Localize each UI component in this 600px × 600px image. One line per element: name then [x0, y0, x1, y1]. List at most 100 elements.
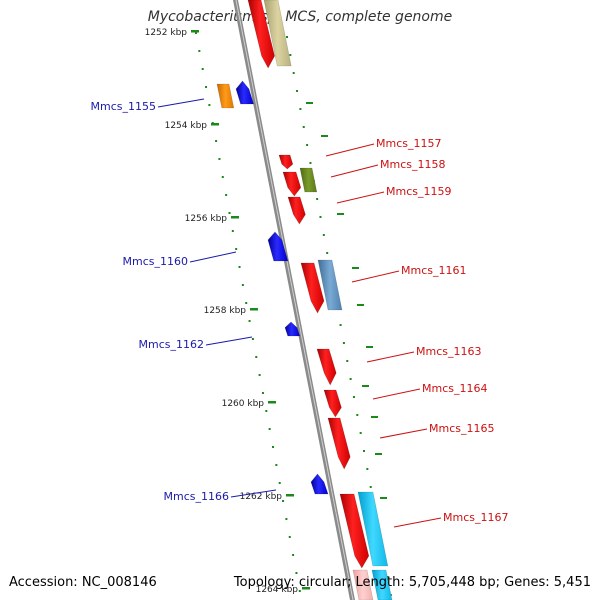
guide-dot-right	[309, 162, 312, 164]
scale-tick	[250, 308, 258, 311]
gene-leader-line	[157, 98, 205, 108]
guide-dot-left	[195, 32, 197, 34]
guide-dot-left	[231, 230, 234, 232]
gene-block-orange	[216, 83, 235, 109]
gene-label[interactable]: Mmcs_1163	[416, 345, 481, 358]
guide-dot-right	[299, 108, 302, 110]
guide-dot-right	[339, 324, 342, 326]
guide-dot-left	[285, 518, 288, 520]
scale-tick	[191, 30, 199, 33]
backbone-highlight	[235, 0, 354, 600]
guide-dot-right	[342, 342, 345, 344]
guide-dot-right	[316, 198, 319, 200]
guide-dot-left	[201, 68, 204, 70]
guide-dash-right	[380, 497, 387, 499]
guide-dot-right	[356, 414, 359, 416]
gene-leader-line	[230, 489, 277, 498]
gene-block-cyan	[371, 569, 393, 600]
gene-label[interactable]: Mmcs_1164	[422, 382, 487, 395]
guide-dot-right	[286, 36, 288, 38]
scale-tick-label: 1264 kbp	[256, 585, 299, 595]
guide-dot-left	[198, 50, 201, 52]
guide-dot-right	[366, 468, 369, 470]
guide-dash-right	[337, 213, 344, 215]
scale-tick	[286, 494, 294, 497]
guide-dot-left	[298, 590, 301, 592]
guide-dot-left	[292, 554, 295, 556]
guide-dot-right	[369, 486, 372, 488]
gene-label[interactable]: Mmcs_1155	[91, 100, 156, 113]
gene-arrow-red	[300, 262, 325, 314]
guide-dot-right	[322, 234, 325, 236]
guide-dot-right	[352, 396, 355, 398]
gene-leader-line	[330, 164, 379, 178]
accession-text: Accession: NC_008146	[9, 575, 157, 590]
guide-dash-right	[306, 102, 313, 104]
gene-label[interactable]: Mmcs_1159	[386, 185, 451, 198]
gene-leader-line	[372, 388, 421, 400]
guide-dot-left	[258, 374, 261, 376]
guide-dot-left	[228, 212, 231, 214]
guide-dash-right	[371, 416, 378, 418]
gene-leader-line	[325, 143, 375, 157]
gene-arrow-red	[247, 0, 275, 69]
guide-dash-right	[321, 135, 328, 137]
gene-arrow-red	[278, 154, 294, 170]
guide-dot-right	[359, 432, 362, 434]
gene-arrow-red	[327, 417, 351, 470]
scale-tick	[302, 587, 310, 590]
guide-dot-left	[265, 410, 268, 412]
guide-dot-left	[225, 194, 228, 196]
gene-label[interactable]: Mmcs_1167	[443, 511, 508, 524]
gene-label[interactable]: Mmcs_1157	[376, 137, 441, 150]
guide-dot-right	[326, 252, 329, 254]
gene-label[interactable]: Mmcs_1165	[429, 422, 494, 435]
gene-arrow-blue	[310, 473, 329, 495]
guide-dash-right	[362, 385, 369, 387]
guide-dot-left	[208, 104, 211, 106]
guide-dot-left	[272, 446, 275, 448]
gene-arrow-red	[323, 389, 342, 418]
guide-dot-left	[261, 392, 264, 394]
gene-arrow-blue	[267, 231, 289, 262]
gene-leader-line	[379, 428, 428, 439]
guide-dot-right	[363, 450, 366, 452]
guide-dot-right	[296, 90, 299, 92]
gene-block-steel	[317, 259, 343, 311]
scale-tick-label: 1258 kbp	[204, 306, 247, 316]
scale-tick-label: 1256 kbp	[185, 214, 228, 224]
gene-leader-line	[393, 517, 442, 528]
guide-dot-right	[386, 576, 389, 578]
guide-dot-left	[218, 158, 221, 160]
scale-tick-label: 1262 kbp	[240, 492, 283, 502]
gene-arrow-red	[287, 196, 306, 225]
gene-leader-line	[205, 336, 253, 346]
guide-dot-left	[251, 338, 254, 340]
gene-arrow-blue	[284, 321, 301, 337]
gene-label[interactable]: Mmcs_1162	[139, 338, 204, 351]
guide-dot-left	[282, 500, 285, 502]
guide-dot-left	[268, 428, 271, 430]
guide-dot-left	[215, 140, 218, 142]
gene-label[interactable]: Mmcs_1158	[380, 158, 445, 171]
guide-dot-right	[289, 54, 292, 56]
scale-tick	[268, 401, 276, 404]
guide-dot-right	[292, 72, 295, 74]
gene-block-khaki	[263, 0, 292, 67]
gene-leader-line	[336, 191, 385, 204]
guide-dot-left	[288, 536, 291, 538]
guide-dot-left	[245, 302, 248, 304]
gene-label[interactable]: Mmcs_1161	[401, 264, 466, 277]
guide-dot-left	[295, 572, 298, 574]
guide-dot-left	[248, 320, 251, 322]
guide-dot-left	[241, 284, 244, 286]
guide-dot-right	[319, 216, 322, 218]
gene-label[interactable]: Mmcs_1166	[164, 490, 229, 503]
gene-leader-line	[366, 351, 415, 363]
gene-block-pink	[352, 569, 374, 600]
gene-label[interactable]: Mmcs_1160	[123, 255, 188, 268]
guide-dot-left	[235, 248, 238, 250]
guide-dot-right	[306, 144, 309, 146]
